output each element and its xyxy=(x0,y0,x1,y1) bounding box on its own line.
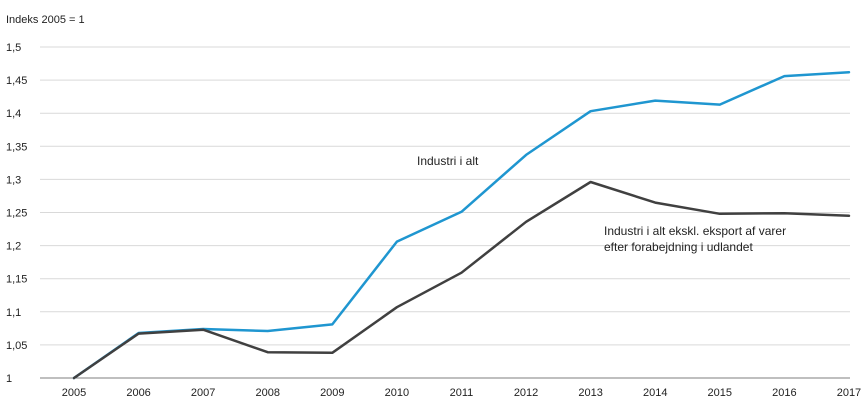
x-tick-label: 2009 xyxy=(320,387,344,399)
x-tick-label: 2010 xyxy=(385,387,409,399)
y-tick-label: 1,05 xyxy=(6,340,27,352)
x-tick-label: 2015 xyxy=(708,387,732,399)
x-tick-label: 2008 xyxy=(255,387,279,399)
x-tick-label: 2011 xyxy=(450,387,474,399)
y-tick-label: 1,4 xyxy=(6,108,21,120)
y-tick-label: 1,1 xyxy=(6,307,21,319)
x-tick-label: 2017 xyxy=(837,387,861,399)
series-label-industri-i-alt: Industri i alt xyxy=(417,154,479,168)
y-unit-label: Indeks 2005 = 1 xyxy=(6,14,85,26)
x-tick-label: 2005 xyxy=(62,387,86,399)
y-tick-labels: 1 1,05 1,1 1,15 1,2 1,25 1,3 1,35 1,4 1,45 1,5 xyxy=(6,42,27,385)
grid xyxy=(40,46,850,346)
y-tick-label: 1,35 xyxy=(6,141,27,153)
series-line-1 xyxy=(72,180,851,380)
y-tick-label: 1,5 xyxy=(6,42,21,54)
x-tick-labels: 2005 2006 2007 2008 2009 2010 2011 2012 2013 2014… xyxy=(62,387,861,399)
y-tick-label: 1,3 xyxy=(6,174,21,186)
x-tick-label: 2006 xyxy=(126,387,150,399)
y-tick-label: 1,2 xyxy=(6,241,21,253)
x-tick-label: 2014 xyxy=(643,387,667,399)
series-label-ekskl-line-1: Industri i alt ekskl. eksport af varer xyxy=(604,224,786,238)
series-label-ekskl-line-2: efter forabejdning i udlandet xyxy=(604,240,753,254)
x-tick-label: 2012 xyxy=(514,387,538,399)
series-lines xyxy=(72,70,851,380)
y-tick-label: 1,15 xyxy=(6,274,27,286)
y-tick-label: 1 xyxy=(6,373,12,385)
x-tick-label: 2013 xyxy=(578,387,602,399)
y-tick-label: 1,25 xyxy=(6,208,27,220)
y-tick-label: 1,45 xyxy=(6,75,27,87)
x-tick-label: 2007 xyxy=(191,387,215,399)
x-tick-label: 2016 xyxy=(772,387,796,399)
